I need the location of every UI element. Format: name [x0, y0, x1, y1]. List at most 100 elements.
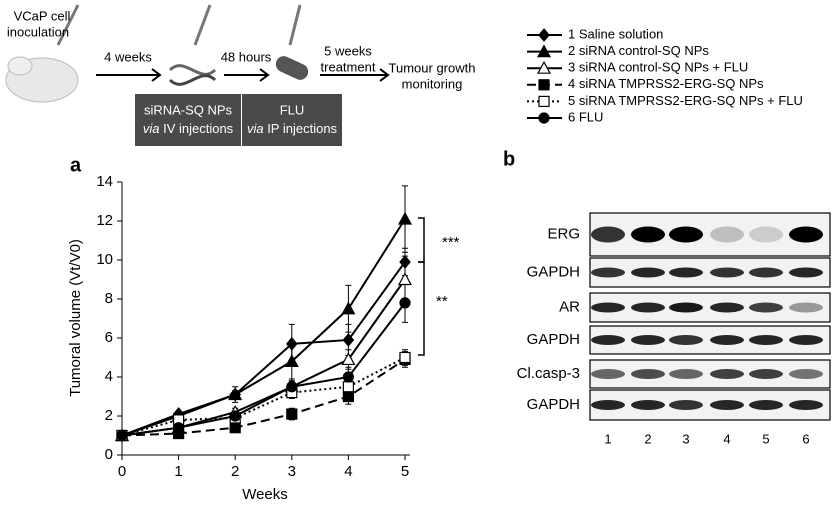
- blot-band: [710, 369, 744, 379]
- series-line: [121, 261, 406, 437]
- marker: [397, 272, 413, 286]
- box-text: FLU: [280, 102, 305, 117]
- blot-band: [749, 335, 783, 345]
- marker: [342, 381, 354, 393]
- blot-band: [591, 226, 625, 243]
- blot-row-label: GAPDH: [527, 396, 580, 413]
- blot-band: [591, 302, 625, 313]
- box-text: siRNA-SQ NPs: [144, 102, 233, 117]
- blot-band: [669, 335, 703, 345]
- blot-lane-label: 4: [723, 431, 730, 446]
- marker: [538, 79, 550, 91]
- y-axis-title: Tumoral volume (Vt/V0): [67, 239, 84, 397]
- marker: [284, 354, 299, 367]
- blot-lane-label: 1: [604, 431, 611, 446]
- x-tick-label: 0: [118, 463, 126, 480]
- legend-label: 3 siRNA control-SQ NPs + FLU: [568, 60, 748, 75]
- y-tick-label: 4: [105, 368, 113, 385]
- y-tick-label: 2: [105, 407, 113, 424]
- schematic-text: 48 hours: [221, 49, 272, 64]
- marker: [286, 381, 298, 393]
- blot-band: [591, 267, 625, 278]
- blot-lane-label: 3: [682, 431, 689, 446]
- blot-lane-label: 5: [762, 431, 769, 446]
- annotation: ***: [442, 234, 460, 251]
- blot-band: [631, 400, 665, 410]
- blot-row-label: AR: [559, 298, 580, 315]
- blot-band: [669, 400, 703, 410]
- schematic-text: 4 weeks: [104, 49, 152, 64]
- box-text: via IP injections: [247, 121, 338, 136]
- arrows: [96, 68, 390, 82]
- blot-band: [789, 267, 823, 278]
- blot-band: [749, 226, 783, 243]
- via: via: [143, 121, 160, 136]
- y-tick-label: 0: [105, 446, 113, 463]
- blot-band: [789, 335, 823, 345]
- via: via: [247, 121, 264, 136]
- marker: [342, 371, 354, 383]
- blot-band: [789, 226, 823, 243]
- box-text-part: IV injections: [163, 121, 234, 136]
- blot-band: [789, 302, 823, 313]
- blot-band: [669, 267, 703, 278]
- series-line: [121, 218, 406, 437]
- panel-label: b: [503, 148, 515, 170]
- blot-band: [749, 400, 783, 410]
- schematic-text: VCaP cell: [14, 8, 71, 23]
- blot-band: [710, 335, 744, 345]
- marker: [397, 211, 413, 225]
- schematic-text: Tumour growth: [389, 60, 476, 75]
- series-line: [121, 358, 406, 437]
- blot-band: [710, 226, 744, 243]
- blot-band: [710, 302, 744, 313]
- x-tick-label: 5: [401, 463, 409, 480]
- y-tick-label: 12: [96, 212, 113, 229]
- marker: [229, 410, 241, 422]
- x-tick-label: 1: [174, 463, 182, 480]
- legend-label: 2 siRNA control-SQ NPs: [568, 43, 709, 58]
- box-flu: [242, 94, 342, 146]
- marker: [341, 352, 356, 366]
- blot-band: [591, 369, 625, 379]
- blot-band: [591, 335, 625, 345]
- blot-row-label: GAPDH: [527, 331, 580, 348]
- marker: [342, 390, 354, 403]
- marker: [399, 351, 411, 364]
- blot-lane-label: 2: [644, 431, 651, 446]
- marker: [228, 387, 243, 401]
- marker: [536, 44, 552, 58]
- x-axis-title: Weeks: [242, 486, 288, 503]
- schematic-text: 5 weeks: [324, 43, 372, 58]
- y-tick-label: 14: [96, 173, 113, 190]
- marker: [286, 408, 298, 420]
- blot-band: [631, 369, 665, 379]
- marker: [116, 429, 128, 442]
- legend-label: 6 FLU: [568, 109, 603, 124]
- box-text: via IV injections: [143, 121, 234, 136]
- marker: [342, 333, 355, 347]
- blot-band: [710, 267, 744, 278]
- blot-band: [669, 302, 703, 313]
- mouse: [5, 4, 80, 103]
- marker: [538, 95, 550, 108]
- y-tick-label: 8: [105, 290, 113, 307]
- series-line: [121, 356, 406, 437]
- legend-label: 1 Saline solution: [568, 26, 663, 41]
- panel-label: a: [70, 154, 82, 176]
- blot-lane-label: 6: [802, 431, 809, 446]
- blot-band: [789, 369, 823, 379]
- marker: [341, 301, 356, 315]
- marker: [536, 60, 552, 74]
- marker: [538, 112, 550, 124]
- marker: [229, 422, 241, 434]
- schematic-text: inoculation: [7, 24, 69, 39]
- schematic-text: monitoring: [402, 76, 463, 91]
- blot-row-label: ERG: [547, 225, 580, 242]
- marker: [399, 255, 411, 269]
- x-tick-label: 4: [344, 463, 352, 480]
- blot-band: [749, 302, 783, 313]
- x-tick-label: 3: [288, 463, 296, 480]
- y-tick-label: 6: [105, 329, 113, 346]
